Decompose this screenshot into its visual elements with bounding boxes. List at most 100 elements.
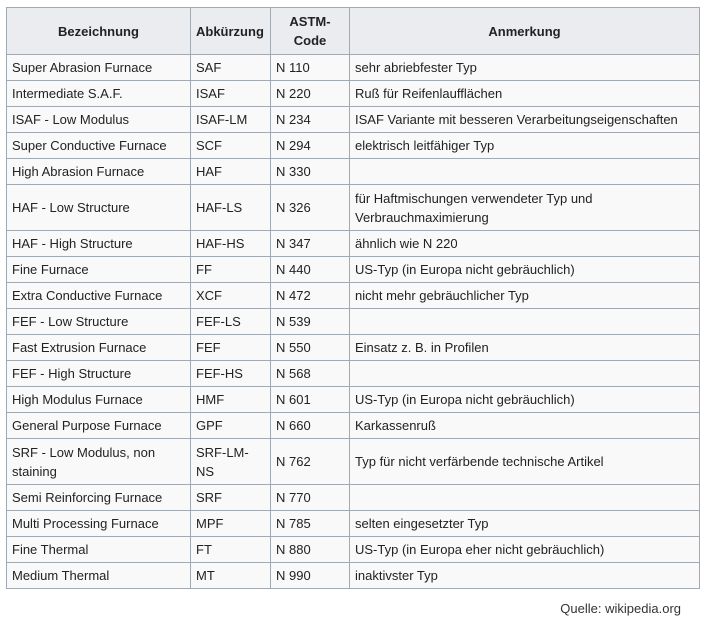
source-note: Quelle: wikipedia.org [560,601,681,617]
cell-bezeichnung: FEF - Low Structure [6,308,191,335]
cell-anmerkung: ähnlich wie N 220 [349,230,700,257]
table-row: Fine Furnace FF N 440 US-Typ (in Europa nic… [6,256,700,283]
cell-anmerkung [349,158,700,185]
cell-astm-code: N 220 [270,80,350,107]
cell-anmerkung: inaktivster Typ [349,562,700,589]
cell-bezeichnung: FEF - High Structure [6,360,191,387]
cell-abkuerzung: FEF [190,334,271,361]
cell-bezeichnung: ISAF - Low Modulus [6,106,191,133]
cell-astm-code: N 660 [270,412,350,439]
cell-anmerkung: Einsatz z. B. in Profilen [349,334,700,361]
table-row: Intermediate S.A.F. ISAF N 220 Ruß für Reif… [6,80,700,107]
header-abkuerzung: Abkürzung [190,7,271,55]
cell-astm-code: N 326 [270,184,350,231]
cell-astm-code: N 568 [270,360,350,387]
cell-astm-code: N 990 [270,562,350,589]
carbon-black-table: Bezeichnung Abkürzung ASTM-Code Anmerkun… [6,7,700,589]
cell-astm-code: N 880 [270,536,350,563]
cell-abkuerzung: HMF [190,386,271,413]
cell-anmerkung: Karkassenruß [349,412,700,439]
cell-bezeichnung: Super Conductive Furnace [6,132,191,159]
cell-anmerkung: für Haftmischungen verwendeter Typ und V… [349,184,700,231]
cell-bezeichnung: Super Abrasion Furnace [6,54,191,81]
cell-bezeichnung: Medium Thermal [6,562,191,589]
cell-bezeichnung: SRF - Low Modulus, non staining [6,438,191,485]
cell-abkuerzung: MT [190,562,271,589]
cell-abkuerzung: FEF-LS [190,308,271,335]
cell-anmerkung: Ruß für Reifenlaufflächen [349,80,700,107]
table-body: Super Abrasion Furnace SAF N 110 sehr abrie… [6,54,700,589]
cell-astm-code: N 472 [270,282,350,309]
cell-anmerkung: US-Typ (in Europa eher nicht gebräuchlic… [349,536,700,563]
cell-astm-code: N 234 [270,106,350,133]
cell-abkuerzung: FT [190,536,271,563]
table-row: FEF - Low Structure FEF-LS N 539 [6,308,700,335]
table-row: General Purpose Furnace GPF N 660 Karkassen… [6,412,700,439]
cell-abkuerzung: HAF-LS [190,184,271,231]
header-anmerkung: Anmerkung [349,7,700,55]
cell-bezeichnung: HAF - Low Structure [6,184,191,231]
cell-abkuerzung: FF [190,256,271,283]
cell-bezeichnung: High Modulus Furnace [6,386,191,413]
table-row: Super Abrasion Furnace SAF N 110 sehr abrie… [6,54,700,81]
table-row: Multi Processing Furnace MPF N 785 selten e… [6,510,700,537]
cell-astm-code: N 785 [270,510,350,537]
table-row: Semi Reinforcing Furnace SRF N 770 [6,484,700,511]
cell-anmerkung: elektrisch leitfähiger Typ [349,132,700,159]
cell-anmerkung [349,484,700,511]
cell-bezeichnung: Extra Conductive Furnace [6,282,191,309]
cell-abkuerzung: ISAF-LM [190,106,271,133]
table-row: Fine Thermal FT N 880 US-Typ (in Europa ehe… [6,536,700,563]
cell-abkuerzung: MPF [190,510,271,537]
table-row: Extra Conductive Furnace XCF N 472 nicht me… [6,282,700,309]
cell-abkuerzung: ISAF [190,80,271,107]
cell-bezeichnung: Multi Processing Furnace [6,510,191,537]
table-row: Fast Extrusion Furnace FEF N 550 Einsatz z.… [6,334,700,361]
cell-astm-code: N 539 [270,308,350,335]
table-header-row: Bezeichnung Abkürzung ASTM-Code Anmerkun… [6,7,700,55]
cell-astm-code: N 294 [270,132,350,159]
cell-abkuerzung: GPF [190,412,271,439]
cell-bezeichnung: High Abrasion Furnace [6,158,191,185]
table-row: ISAF - Low Modulus ISAF-LM N 234 ISAF Varia… [6,106,700,133]
cell-anmerkung: sehr abriebfester Typ [349,54,700,81]
header-astm-code: ASTM-Code [270,7,350,55]
cell-bezeichnung: HAF - High Structure [6,230,191,257]
header-bezeichnung: Bezeichnung [6,7,191,55]
cell-anmerkung [349,360,700,387]
cell-anmerkung: ISAF Variante mit besseren Verarbeitungs… [349,106,700,133]
cell-abkuerzung: SRF [190,484,271,511]
cell-astm-code: N 330 [270,158,350,185]
source-link[interactable]: wikipedia.org [605,601,681,616]
cell-abkuerzung: SAF [190,54,271,81]
cell-anmerkung: nicht mehr gebräuchlicher Typ [349,282,700,309]
cell-anmerkung: US-Typ (in Europa nicht gebräuchlich) [349,386,700,413]
table-row: Medium Thermal MT N 990 inaktivster Typ [6,562,700,589]
cell-astm-code: N 347 [270,230,350,257]
table-row: High Abrasion Furnace HAF N 330 [6,158,700,185]
cell-anmerkung: Typ für nicht verfärbende technische Art… [349,438,700,485]
table-row: Super Conductive Furnace SCF N 294 elektris… [6,132,700,159]
source-label: Quelle: [560,601,602,616]
cell-abkuerzung: SCF [190,132,271,159]
cell-bezeichnung: General Purpose Furnace [6,412,191,439]
cell-abkuerzung: FEF-HS [190,360,271,387]
cell-abkuerzung: XCF [190,282,271,309]
table-row: SRF - Low Modulus, non staining SRF-LM-NS… [6,438,700,485]
cell-astm-code: N 440 [270,256,350,283]
cell-anmerkung: US-Typ (in Europa nicht gebräuchlich) [349,256,700,283]
cell-bezeichnung: Fast Extrusion Furnace [6,334,191,361]
table-row: FEF - High Structure FEF-HS N 568 [6,360,700,387]
cell-astm-code: N 601 [270,386,350,413]
cell-anmerkung [349,308,700,335]
table-row: HAF - High Structure HAF-HS N 347 ähnlich w… [6,230,700,257]
cell-anmerkung: selten eingesetzter Typ [349,510,700,537]
cell-astm-code: N 762 [270,438,350,485]
cell-astm-code: N 110 [270,54,350,81]
cell-bezeichnung: Fine Furnace [6,256,191,283]
cell-abkuerzung: HAF-HS [190,230,271,257]
table-row: High Modulus Furnace HMF N 601 US-Typ (in E… [6,386,700,413]
cell-astm-code: N 770 [270,484,350,511]
cell-bezeichnung: Fine Thermal [6,536,191,563]
cell-abkuerzung: SRF-LM-NS [190,438,271,485]
